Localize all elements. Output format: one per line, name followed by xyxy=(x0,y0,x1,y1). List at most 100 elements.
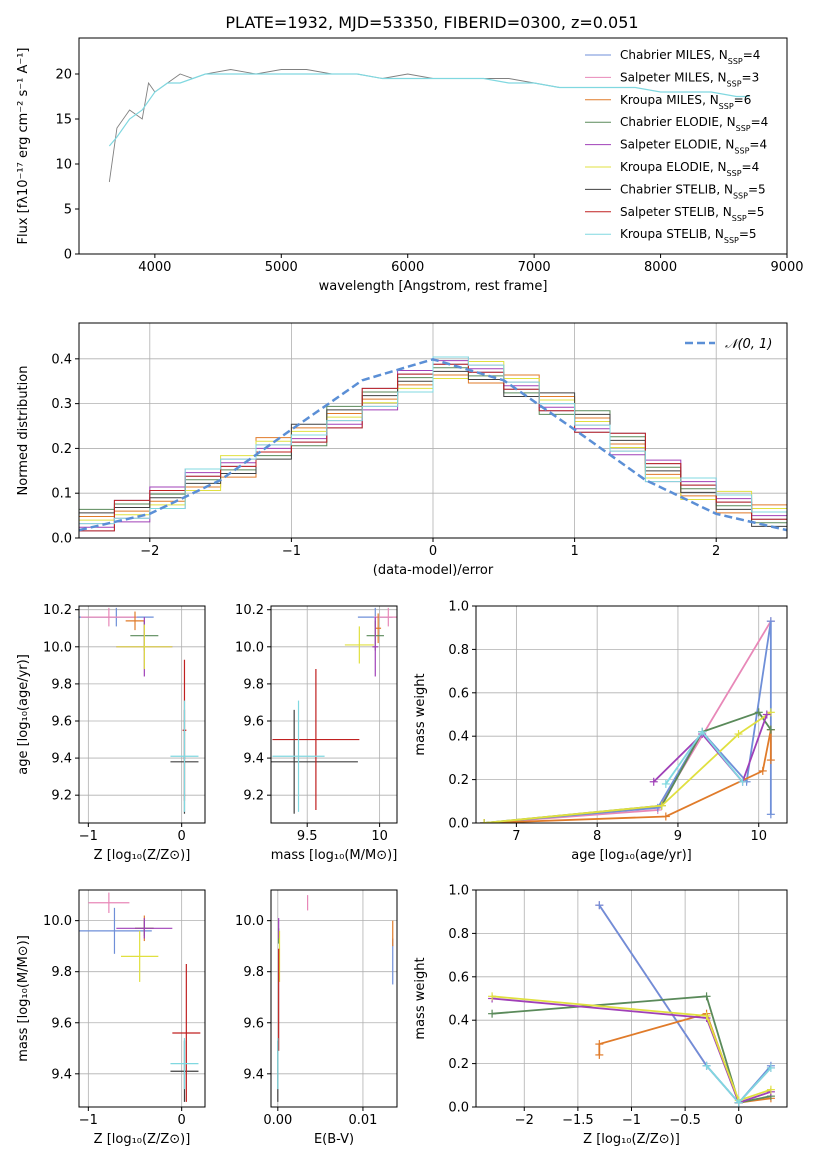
legend-label: Salpeter STELIB, NSSP=5 xyxy=(620,205,764,223)
tick-label-y: 0.6 xyxy=(448,686,469,701)
tick-label-y: 9.6 xyxy=(51,1016,72,1031)
tick-label-y: 0.2 xyxy=(448,1057,469,1072)
tick-label-y: 1.0 xyxy=(448,884,469,899)
tick-label-y: 0.0 xyxy=(448,1101,469,1116)
tick-label-x: 7 xyxy=(512,829,520,844)
tick-label-x: −0.5 xyxy=(669,1113,701,1128)
weight-line xyxy=(483,711,772,823)
axes-frame xyxy=(78,889,206,1108)
tick-label-x: 8000 xyxy=(644,260,677,275)
legend-label-subscript: SSP xyxy=(728,57,743,66)
plot-area xyxy=(271,607,397,814)
legend-label-suffix: , N xyxy=(715,205,732,219)
figure-title: PLATE=1932, MJD=53350, FIBERID=0300, z=0… xyxy=(225,13,638,32)
plot-area xyxy=(480,617,775,823)
tick-label-y: 0.8 xyxy=(448,927,469,942)
panel-mass-vs-EBV: 0.00 0.01 9.4 9.6 9.8 10.0 E(B-V) xyxy=(235,889,398,1147)
tick-label-x: 0 xyxy=(429,544,437,559)
legend-label-suffix: , N xyxy=(716,182,733,196)
axis-label-x: mass [log₁₀(M/M⊙)] xyxy=(271,848,398,863)
legend-label-name: Salpeter ELODIE xyxy=(620,138,718,152)
panel-age-vs-Z: −1 0 9.2 9.4 9.6 9.8 10.0 10.2 Z [log₁₀(Z/Z⊙)] ag… xyxy=(16,603,206,863)
tick-label-x: 0 xyxy=(178,1113,186,1128)
tick-label-y: 5 xyxy=(64,203,72,218)
errorbar-point xyxy=(170,700,199,812)
legend-label: 𝒩(0, 1) xyxy=(725,337,772,352)
legend-label-subscript: SSP xyxy=(727,169,742,178)
weight-line xyxy=(653,714,768,784)
panel-age-vs-mass: 9.5 10 9.2 9.4 9.6 9.8 10.0 10.2 mass [log₁₀(M/M… xyxy=(235,603,398,863)
axis-label-x: (data-model)/error xyxy=(373,563,494,578)
tick-label-y: 9.2 xyxy=(51,789,72,804)
legend-label-value: =3 xyxy=(742,70,760,84)
normal-curve xyxy=(79,357,787,532)
tick-label-y: 10.0 xyxy=(235,640,264,655)
errorbar-point xyxy=(375,613,382,644)
tick-label-y: 0.4 xyxy=(448,1014,469,1029)
tick-label-x: 0 xyxy=(178,829,186,844)
axis-label-y: mass weight xyxy=(413,673,428,755)
tick-label-x: 7000 xyxy=(518,260,551,275)
series-line-data xyxy=(108,69,585,183)
legend-label-value: =5 xyxy=(747,205,765,219)
legend-label-value: =5 xyxy=(739,227,757,241)
tick-label-y: 9.6 xyxy=(243,1016,264,1031)
legend-label-value: =4 xyxy=(751,115,769,129)
legend-label-value: =4 xyxy=(742,160,760,174)
axes-frame xyxy=(78,605,206,824)
tick-label-y: 10 xyxy=(55,158,72,173)
legend-label-name: Salpeter MILES xyxy=(620,70,710,84)
histogram-8 xyxy=(79,356,787,538)
tick-label-x: 9.5 xyxy=(297,829,318,844)
tick-label-x: −2 xyxy=(515,1113,534,1128)
axes-frame xyxy=(270,889,398,1108)
tick-label-y: 0.1 xyxy=(51,487,72,502)
tick-label-y: 9.4 xyxy=(51,1067,72,1082)
errorbar-point xyxy=(170,1038,199,1090)
tick-label-x: −1 xyxy=(622,1113,641,1128)
axis-label-y: Normed distribution xyxy=(16,366,31,496)
legend-label: Kroupa ELODIE, NSSP=4 xyxy=(620,160,759,178)
legend-label-suffix: , N xyxy=(710,70,727,84)
weight-line xyxy=(492,995,772,1102)
tick-label-y: 0.4 xyxy=(51,352,72,367)
tick-label-x: 4000 xyxy=(138,260,171,275)
tick-label-y: 9.8 xyxy=(51,965,72,980)
tick-label-y: 9.8 xyxy=(243,677,264,692)
tick-label-x: 5000 xyxy=(265,260,298,275)
legend-label-value: =5 xyxy=(748,182,766,196)
plot-area xyxy=(79,607,199,814)
tick-label-y: 0.4 xyxy=(448,730,469,745)
axis-label-x: E(B-V) xyxy=(314,1132,354,1147)
tick-label-x: −1.5 xyxy=(562,1113,594,1128)
panel-weight-vs-age: 7 8 9 10 0.0 0.2 0.4 0.6 0.8 1.0 age [log₁₀(age/yr… xyxy=(413,600,788,863)
tick-label-x: −1 xyxy=(79,1113,98,1128)
plot-area xyxy=(79,892,201,1102)
legend-label-value: =6 xyxy=(734,93,752,107)
legend-label: Kroupa STELIB, NSSP=5 xyxy=(620,227,757,245)
legend-label-name: Kroupa STELIB xyxy=(620,227,707,241)
axis-label-y: mass weight xyxy=(413,957,428,1039)
legend-label-subscript: SSP xyxy=(727,79,742,88)
legend-label-suffix: , N xyxy=(718,138,735,152)
tick-label-y: 0.0 xyxy=(51,532,72,547)
axes-frame xyxy=(78,37,788,255)
tick-label-x: −1 xyxy=(79,829,98,844)
legend-label-name: Chabrier STELIB xyxy=(620,182,716,196)
axis-label-x: age [log₁₀(age/yr)] xyxy=(571,848,692,863)
legend-label-value: =4 xyxy=(749,138,767,152)
tick-label-x: 9 xyxy=(674,829,682,844)
legend-label: Chabrier STELIB, NSSP=5 xyxy=(620,182,766,200)
tick-label-y: 0.0 xyxy=(448,817,469,832)
errorbar-point xyxy=(272,669,360,811)
axes-frame xyxy=(270,605,398,824)
axis-label-y: age [log₁₀(age/yr)] xyxy=(16,654,31,775)
errorbar-point xyxy=(80,607,137,627)
panel-weight-vs-Z: −2 −1.5 −1 −0.5 0 0.0 0.2 0.4 0.6 0.8 1.0 Z [log₁₀(… xyxy=(413,884,788,1147)
tick-label-y: 9.2 xyxy=(243,789,264,804)
axis-label-x: wavelength [Angstrom, rest frame] xyxy=(319,279,548,294)
legend-label-name: Chabrier MILES xyxy=(620,48,711,62)
weight-line xyxy=(492,995,772,1104)
series-line-model xyxy=(108,73,750,147)
